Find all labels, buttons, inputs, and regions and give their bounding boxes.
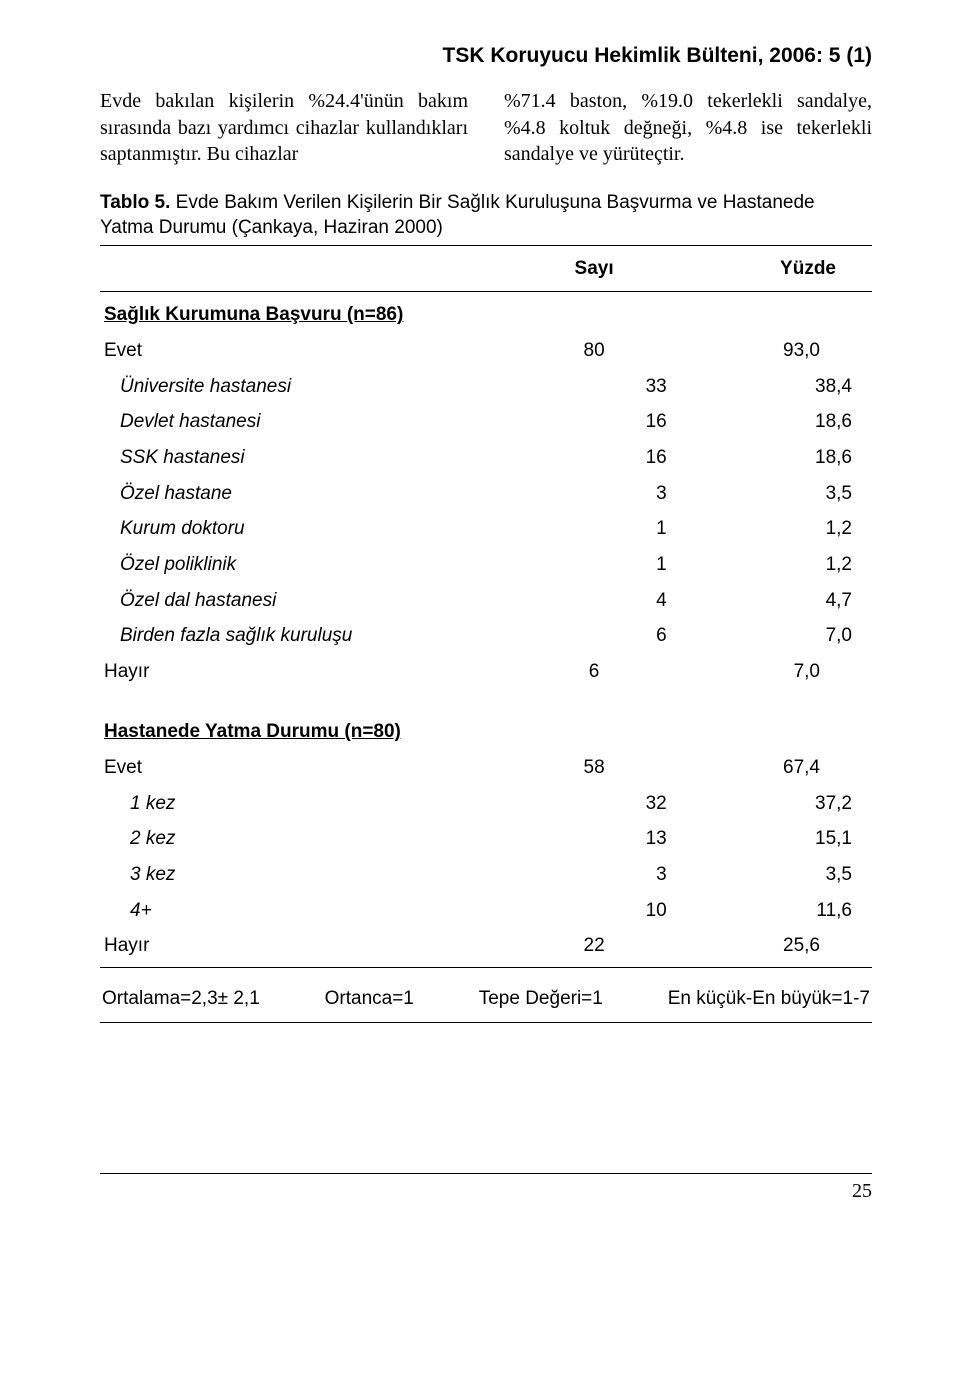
page-number: 25 — [100, 1174, 872, 1205]
section1-hayir-label: Hayır — [100, 654, 501, 690]
section2-hayir-yuzde: 25,6 — [687, 928, 872, 967]
row-sayi: 1 — [501, 511, 686, 547]
row-sayi: 1 — [501, 547, 686, 583]
section2-hayir-label: Hayır — [100, 928, 501, 967]
row-label: Özel dal hastanesi — [100, 583, 501, 619]
table-row: 2 kez1315,1 — [100, 821, 872, 857]
section2-title-row: Hastanede Yatma Durumu (n=80) — [100, 689, 872, 750]
section1-evet-row: Evet 80 93,0 — [100, 333, 872, 369]
row-label: Özel poliklinik — [100, 547, 501, 583]
row-label: 2 kez — [100, 821, 501, 857]
table5-caption-lead: Tablo 5. — [100, 192, 170, 213]
row-yuzde: 1,2 — [687, 547, 872, 583]
stat-range: En küçük-En büyük=1-7 — [668, 986, 870, 1012]
stat-median: Ortanca=1 — [325, 986, 414, 1012]
section1-hayir-row: Hayır 6 7,0 — [100, 654, 872, 690]
section1-evet-yuzde: 93,0 — [687, 333, 872, 369]
row-label: Devlet hastanesi — [100, 404, 501, 440]
table-row: 1 kez3237,2 — [100, 786, 872, 822]
row-yuzde: 3,5 — [687, 476, 872, 512]
row-sayi: 13 — [501, 821, 686, 857]
table5-stats-row: Ortalama=2,3± 2,1 Ortanca=1 Tepe Değeri=… — [100, 968, 872, 1023]
row-yuzde: 37,2 — [687, 786, 872, 822]
table5-caption: Tablo 5. Evde Bakım Verilen Kişilerin Bi… — [100, 190, 872, 241]
row-sayi: 32 — [501, 786, 686, 822]
table5-header-row: Sayı Yüzde — [100, 245, 872, 292]
row-yuzde: 15,1 — [687, 821, 872, 857]
row-yuzde: 4,7 — [687, 583, 872, 619]
table-row: Birden fazla sağlık kuruluşu67,0 — [100, 618, 872, 654]
intro-paragraph: Evde bakılan kişilerin %24.4'ünün bakım … — [100, 88, 872, 167]
section2-evet-yuzde: 67,4 — [687, 750, 872, 786]
section2-hayir-row: Hayır 22 25,6 — [100, 928, 872, 967]
table-row: Kurum doktoru11,2 — [100, 511, 872, 547]
table-row: Özel hastane33,5 — [100, 476, 872, 512]
stat-mode: Tepe Değeri=1 — [479, 986, 603, 1012]
row-yuzde: 18,6 — [687, 404, 872, 440]
table-row: Özel dal hastanesi44,7 — [100, 583, 872, 619]
section2-hayir-sayi: 22 — [501, 928, 686, 967]
row-yuzde: 7,0 — [687, 618, 872, 654]
row-label: 4+ — [100, 893, 501, 929]
table-row: 4+1011,6 — [100, 893, 872, 929]
row-label: SSK hastanesi — [100, 440, 501, 476]
table5: Sayı Yüzde Sağlık Kurumuna Başvuru (n=86… — [100, 245, 872, 968]
row-yuzde: 11,6 — [687, 893, 872, 929]
row-yuzde: 1,2 — [687, 511, 872, 547]
row-label: Özel hastane — [100, 476, 501, 512]
row-label: 1 kez — [100, 786, 501, 822]
table5-header-empty — [100, 245, 501, 292]
row-label: Kurum doktoru — [100, 511, 501, 547]
section1-evet-label: Evet — [100, 333, 501, 369]
table-row: Devlet hastanesi1618,6 — [100, 404, 872, 440]
row-sayi: 6 — [501, 618, 686, 654]
section2-title: Hastanede Yatma Durumu (n=80) — [100, 689, 872, 750]
row-sayi: 3 — [501, 476, 686, 512]
table-row: SSK hastanesi1618,6 — [100, 440, 872, 476]
row-label: Üniversite hastanesi — [100, 369, 501, 405]
section1-hayir-sayi: 6 — [501, 654, 686, 690]
table5-section2: Hastanede Yatma Durumu (n=80) Evet 58 67… — [100, 689, 872, 967]
section2-evet-label: Evet — [100, 750, 501, 786]
table5-caption-text: Evde Bakım Verilen Kişilerin Bir Sağlık … — [100, 192, 815, 239]
row-yuzde: 18,6 — [687, 440, 872, 476]
section1-title-row: Sağlık Kurumuna Başvuru (n=86) — [100, 292, 872, 333]
row-sayi: 4 — [501, 583, 686, 619]
section1-evet-sayi: 80 — [501, 333, 686, 369]
section2-evet-row: Evet 58 67,4 — [100, 750, 872, 786]
stat-mean: Ortalama=2,3± 2,1 — [102, 986, 260, 1012]
row-yuzde: 3,5 — [687, 857, 872, 893]
table-row: Üniversite hastanesi3338,4 — [100, 369, 872, 405]
table5-header-yuzde: Yüzde — [687, 245, 872, 292]
row-sayi: 3 — [501, 857, 686, 893]
row-sayi: 16 — [501, 440, 686, 476]
row-yuzde: 38,4 — [687, 369, 872, 405]
journal-header: TSK Koruyucu Hekimlik Bülteni, 2006: 5 (… — [100, 42, 872, 70]
section1-hayir-yuzde: 7,0 — [687, 654, 872, 690]
table5-section1: Sağlık Kurumuna Başvuru (n=86) Evet 80 9… — [100, 292, 872, 690]
row-sayi: 16 — [501, 404, 686, 440]
table-row: Özel poliklinik11,2 — [100, 547, 872, 583]
table5-header-sayi: Sayı — [501, 245, 686, 292]
row-sayi: 10 — [501, 893, 686, 929]
row-label: 3 kez — [100, 857, 501, 893]
intro-left-column: Evde bakılan kişilerin %24.4'ünün bakım … — [100, 88, 468, 167]
table-row: 3 kez33,5 — [100, 857, 872, 893]
row-sayi: 33 — [501, 369, 686, 405]
row-label: Birden fazla sağlık kuruluşu — [100, 618, 501, 654]
section2-evet-sayi: 58 — [501, 750, 686, 786]
section1-title: Sağlık Kurumuna Başvuru (n=86) — [100, 292, 872, 333]
intro-right-column: %71.4 baston, %19.0 tekerlekli sandalye,… — [504, 88, 872, 167]
